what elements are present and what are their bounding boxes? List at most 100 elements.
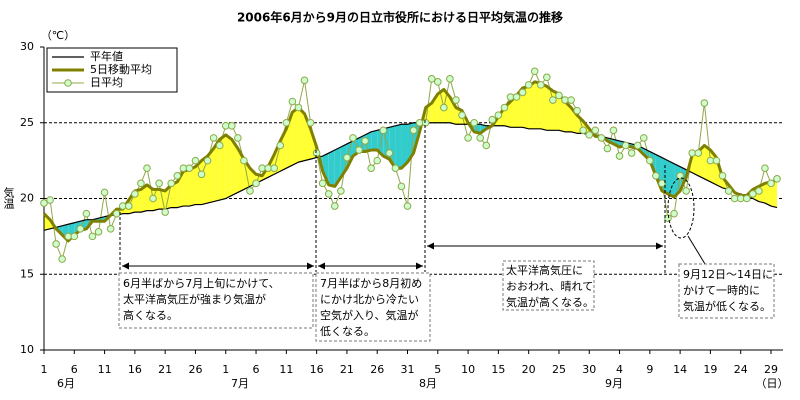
anomaly-fill	[540, 83, 547, 131]
anomaly-fill	[764, 181, 771, 207]
data-point	[755, 187, 763, 195]
data-point	[331, 202, 339, 210]
data-point	[409, 126, 418, 135]
anomaly-fill	[334, 146, 341, 187]
data-point	[58, 255, 66, 263]
data-point	[440, 103, 448, 112]
data-point	[658, 179, 666, 188]
x-tick-label: 14	[673, 363, 687, 376]
legend-marker	[64, 79, 72, 87]
anomaly-fill	[298, 107, 305, 163]
data-point	[567, 96, 575, 104]
x-tick-label: 21	[158, 363, 172, 376]
anomaly-fill	[140, 184, 147, 213]
data-point	[294, 103, 303, 112]
y-tick-label: 10	[20, 343, 34, 356]
data-point	[173, 171, 182, 180]
data-point	[609, 126, 618, 135]
data-point	[633, 141, 642, 150]
data-point	[536, 81, 545, 89]
data-point	[252, 179, 260, 188]
anomaly-fill	[692, 151, 699, 176]
x-tick-label: 16	[128, 363, 142, 376]
data-point	[240, 156, 248, 165]
data-point	[476, 134, 485, 142]
data-point	[391, 164, 400, 172]
annotation-box	[678, 263, 775, 319]
data-point	[464, 134, 472, 142]
annotation-text: 太平洋高気圧が強まり気温が	[123, 292, 266, 306]
x-tick-label: 16	[310, 363, 324, 376]
x-tick-label: 9	[646, 363, 653, 376]
data-point	[585, 131, 594, 139]
y-tick-label: 30	[20, 40, 34, 53]
data-point	[458, 111, 466, 119]
data-point	[324, 190, 333, 198]
anomaly-fill	[674, 163, 681, 197]
month-label: 6月	[57, 377, 75, 390]
data-point	[712, 156, 721, 165]
anomaly-fill	[534, 81, 541, 129]
legend-label: 5日移動平均	[90, 62, 152, 76]
anomaly-fill	[225, 134, 232, 199]
anomaly-fill	[213, 139, 220, 202]
data-point	[367, 164, 375, 172]
data-point	[761, 164, 769, 172]
data-point	[234, 134, 242, 142]
data-point	[100, 188, 109, 197]
anomaly-fill	[704, 145, 711, 182]
data-point	[312, 149, 321, 157]
x-tick-label: 20	[522, 363, 536, 376]
anomaly-fill	[528, 81, 535, 129]
data-point	[143, 164, 151, 172]
data-point	[621, 141, 630, 150]
x-tick-label: 4	[616, 363, 623, 376]
x-tick-label: 6	[253, 363, 260, 376]
data-point	[209, 134, 218, 142]
data-point	[246, 187, 254, 195]
data-point	[543, 73, 551, 82]
highlight-ellipse	[667, 177, 695, 239]
data-point	[646, 156, 654, 165]
data-point	[349, 134, 357, 142]
data-point	[446, 75, 454, 83]
data-point	[555, 91, 563, 100]
data-point	[512, 93, 521, 101]
data-point	[343, 153, 351, 162]
data-point	[652, 171, 660, 180]
data-point	[88, 232, 97, 241]
anomaly-fill	[189, 166, 196, 207]
annotation-text: おおわれ、晴れて	[506, 280, 593, 293]
anomaly-fill	[668, 160, 675, 197]
callout-line	[687, 235, 706, 265]
annotation-text: 7月半ばから8月初め	[320, 276, 422, 290]
x-tick-label: 6	[71, 363, 78, 376]
data-point	[549, 96, 557, 104]
annotation-box	[315, 272, 431, 342]
data-point	[670, 209, 678, 218]
x-tick-label: 1	[222, 363, 229, 376]
y-tick-label: 25	[20, 116, 34, 129]
month-label: 9月	[605, 377, 623, 390]
data-point	[361, 137, 369, 145]
data-point	[94, 228, 103, 236]
data-point	[215, 141, 224, 150]
x-tick-label: 10	[461, 363, 475, 376]
anomaly-fill	[219, 134, 226, 201]
data-point	[573, 106, 581, 115]
data-point	[337, 187, 345, 195]
data-point	[197, 170, 206, 179]
x-tick-label: 21	[340, 363, 354, 376]
data-point	[773, 175, 781, 183]
anomaly-fill	[546, 86, 553, 131]
data-point	[112, 209, 121, 218]
data-point	[276, 141, 285, 150]
anomaly-fill	[522, 86, 529, 129]
legend-label: 平年値	[90, 49, 123, 63]
legend-label: 日平均	[90, 76, 123, 89]
data-point	[185, 164, 194, 172]
